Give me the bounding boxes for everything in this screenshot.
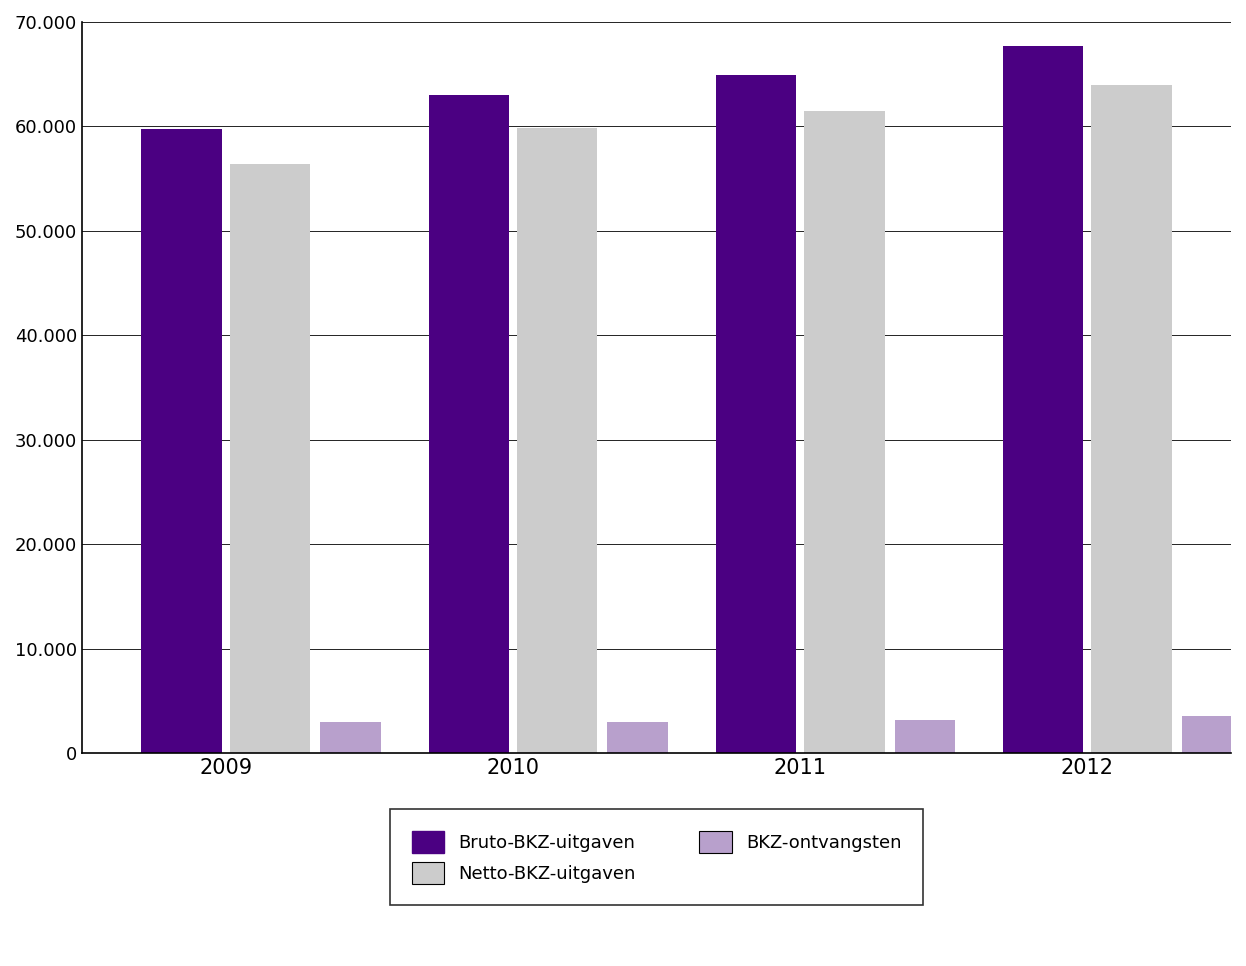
Bar	[804, 111, 885, 753]
Bar	[1091, 85, 1171, 753]
Bar	[608, 723, 668, 753]
Bar	[229, 164, 310, 753]
Bar	[895, 720, 954, 753]
Bar	[715, 75, 796, 753]
Bar	[1003, 46, 1083, 753]
Legend: Bruto-BKZ-uitgaven, Netto-BKZ-uitgaven, BKZ-ontvangsten: Bruto-BKZ-uitgaven, Netto-BKZ-uitgaven, …	[390, 809, 923, 905]
Bar	[517, 128, 597, 753]
Bar	[141, 128, 222, 753]
Bar	[429, 95, 508, 753]
Bar	[320, 723, 380, 753]
Bar	[1182, 716, 1242, 753]
